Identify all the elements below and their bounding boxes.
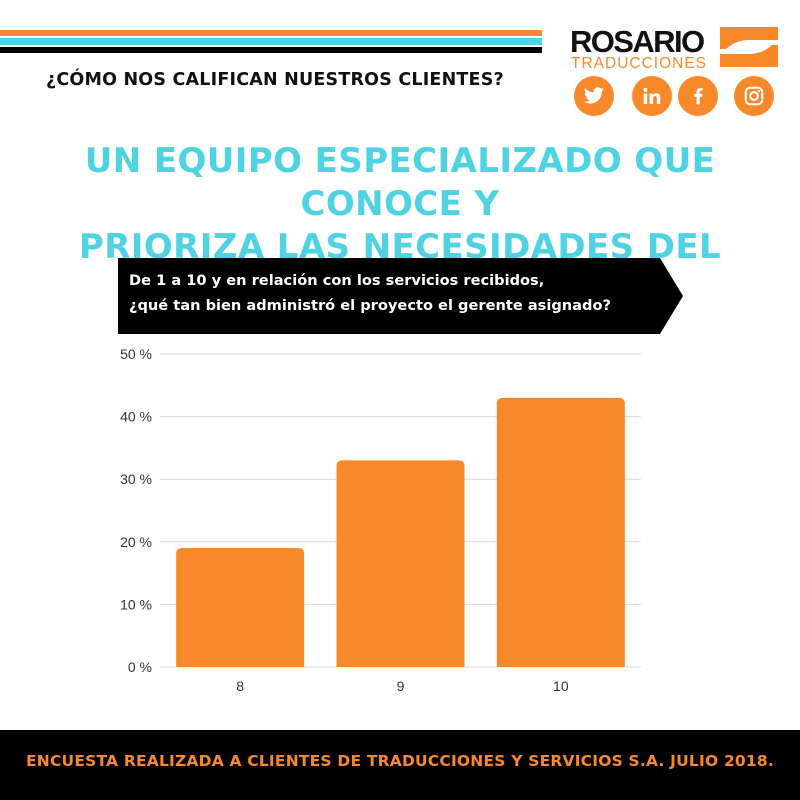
bar <box>496 397 625 667</box>
logo-name: ROSARIO <box>570 24 705 59</box>
decorative-stripe-black <box>0 47 542 53</box>
question-line-2: ¿qué tan bien administró el proyecto el … <box>129 297 611 314</box>
x-tick-label: 10 <box>553 678 569 694</box>
bar <box>336 460 465 667</box>
facebook-icon <box>694 88 703 105</box>
y-tick-label: 50 % <box>120 346 152 362</box>
rosario-traducciones-logo: ROSARIO TRADUCCIONES <box>570 24 780 72</box>
instagram-icon <box>744 86 764 106</box>
bar-chart: 0 % 10 % 20 % 30 % 40 % 50 % 8 9 10 <box>0 335 800 705</box>
footer-text: ENCUESTA REALIZADA A CLIENTES DE TRADUCC… <box>26 752 774 770</box>
headline-line-1: UN EQUIPO ESPECIALIZADO QUE CONOCE Y <box>84 141 716 224</box>
decorative-stripe-cyan <box>0 38 542 45</box>
twitter-icon <box>583 87 605 104</box>
footer-banner: ENCUESTA REALIZADA A CLIENTES DE TRADUCC… <box>0 730 800 800</box>
question-box: De 1 a 10 y en relación con los servicio… <box>118 258 683 334</box>
linkedin-button[interactable] <box>632 76 672 116</box>
y-tick-label: 0 % <box>128 659 152 675</box>
linkedin-icon <box>643 87 661 104</box>
x-tick-label: 8 <box>236 678 244 694</box>
y-tick-label: 40 % <box>120 409 152 425</box>
y-tick-label: 30 % <box>120 471 152 487</box>
instagram-button[interactable] <box>734 76 774 116</box>
bar-chart-svg: 0 % 10 % 20 % 30 % 40 % 50 % 8 9 10 <box>120 346 641 694</box>
question-box-background <box>118 258 683 334</box>
question-line-1: De 1 a 10 y en relación con los servicio… <box>129 272 545 289</box>
logo-subtitle: TRADUCCIONES <box>571 55 708 72</box>
x-tick-label: 9 <box>397 678 405 694</box>
facebook-button[interactable] <box>678 76 718 116</box>
decorative-stripe-orange <box>0 30 542 36</box>
twitter-button[interactable] <box>574 76 614 116</box>
y-tick-label: 20 % <box>120 534 152 550</box>
bar <box>176 548 305 667</box>
y-tick-label: 10 % <box>120 596 152 612</box>
logo-mark-icon <box>720 27 778 67</box>
survey-question-header: ¿CÓMO NOS CALIFICAN NUESTROS CLIENTES? <box>46 70 504 90</box>
